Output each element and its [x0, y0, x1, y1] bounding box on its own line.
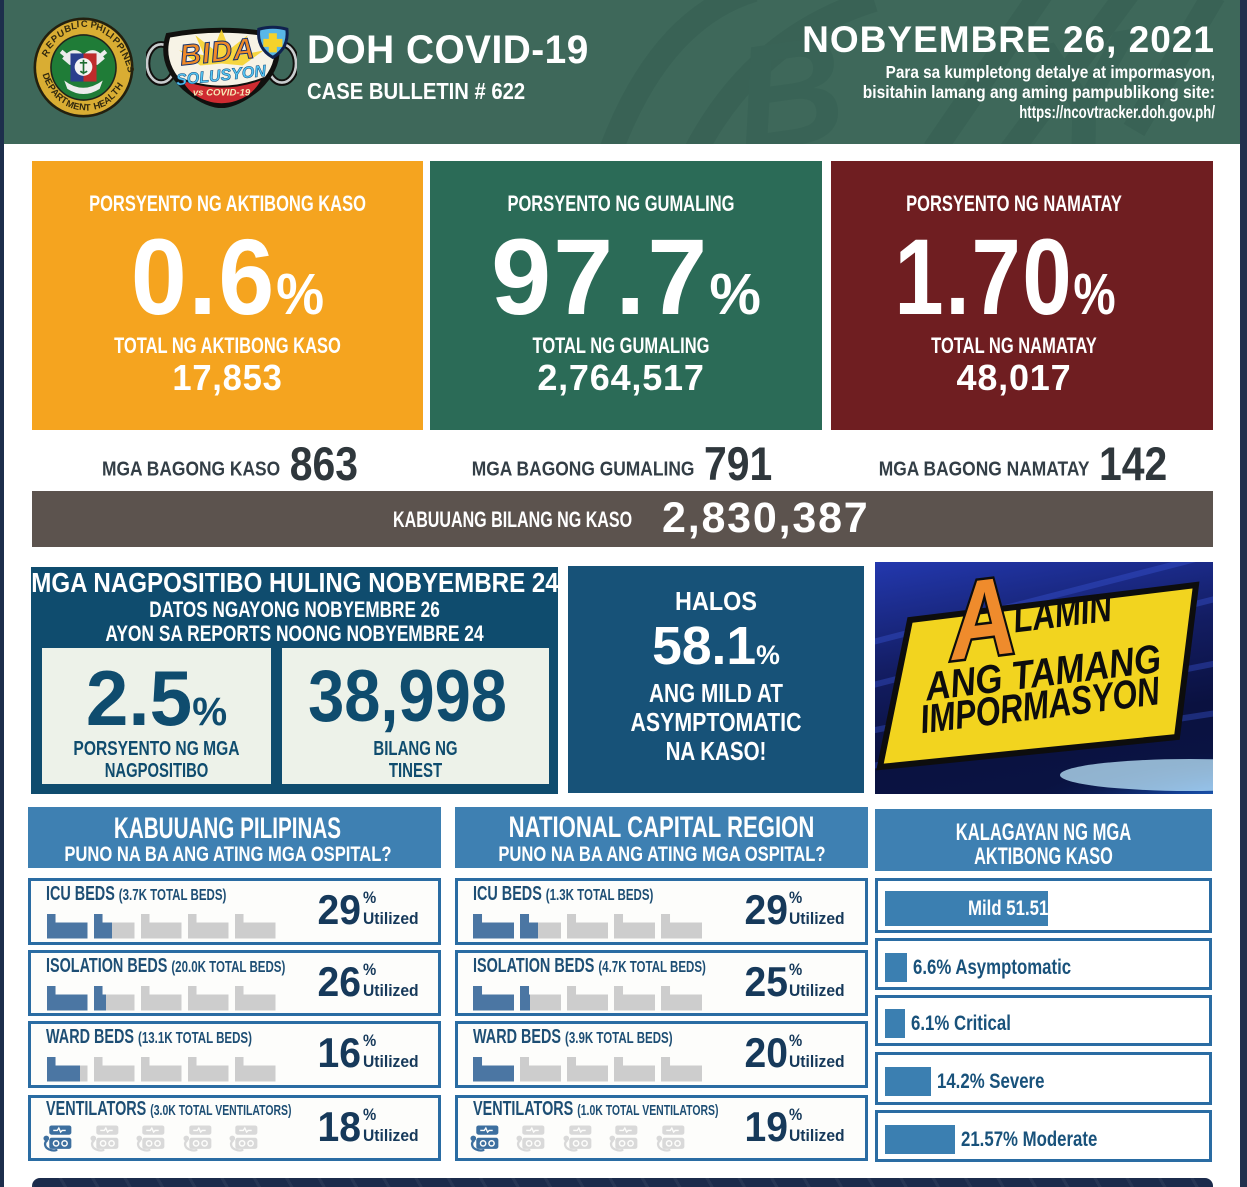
svg-text:T: T — [59, 95, 69, 107]
svg-text:E: E — [123, 58, 134, 68]
svg-text:T: T — [110, 86, 121, 97]
svg-text:P: P — [115, 41, 127, 52]
svg-text:I: I — [76, 19, 79, 29]
svg-text:D: D — [40, 72, 52, 82]
svg-text:L: L — [104, 28, 114, 40]
svg-text:P: P — [49, 33, 60, 45]
svg-text:E: E — [44, 39, 55, 51]
svg-text:P: P — [90, 19, 98, 30]
svg-text:P: P — [111, 35, 122, 47]
svg-text:H: H — [113, 81, 125, 93]
svg-text:A: A — [49, 87, 61, 99]
svg-text:E: E — [43, 77, 55, 87]
svg-text:C: C — [81, 19, 88, 29]
svg-text:I: I — [108, 31, 116, 41]
svg-text:H: H — [92, 100, 101, 111]
svg-text:H: H — [95, 22, 104, 33]
svg-text:vs COVID-19: vs COVID-19 — [193, 88, 251, 99]
svg-text:M: M — [64, 98, 75, 110]
svg-text:N: N — [79, 102, 87, 113]
svg-text:L: L — [106, 90, 117, 102]
svg-text:I: I — [118, 47, 128, 55]
svg-text:B: B — [724, 3, 855, 144]
svg-text:B: B — [63, 23, 72, 35]
svg-text:L: L — [70, 21, 77, 32]
svg-text:R: R — [40, 47, 52, 58]
svg-text:I: I — [101, 25, 107, 35]
svg-text:E: E — [72, 101, 80, 112]
svg-text:T: T — [85, 103, 91, 113]
svg-text:N: N — [120, 51, 132, 62]
svg-text:P: P — [46, 82, 58, 93]
svg-text:U: U — [56, 28, 67, 40]
svg-text:R: R — [54, 91, 66, 103]
svg-text:E: E — [98, 98, 108, 110]
svg-text:S: S — [125, 65, 134, 74]
svg-text:A: A — [102, 94, 113, 106]
